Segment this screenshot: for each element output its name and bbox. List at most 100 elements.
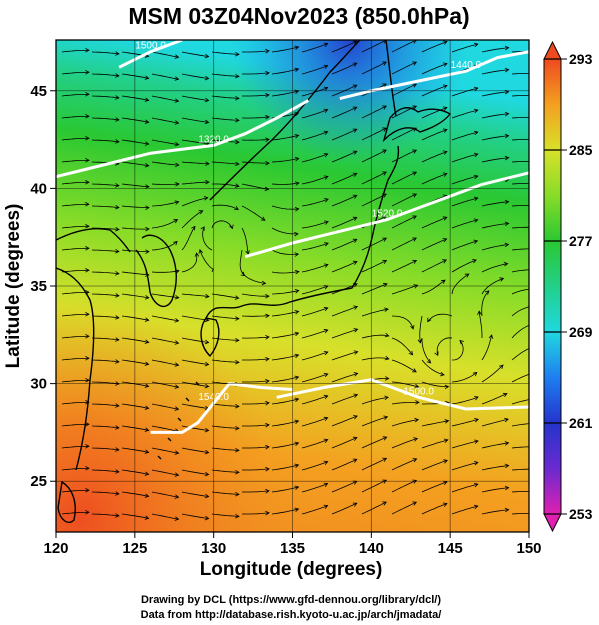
streamline-arrowhead bbox=[323, 306, 329, 312]
streamline bbox=[451, 372, 478, 383]
streamline bbox=[181, 197, 208, 207]
streamline-arrowhead bbox=[324, 198, 329, 203]
streamline bbox=[421, 439, 448, 449]
streamline-arrowhead bbox=[412, 171, 418, 176]
streamline bbox=[271, 134, 299, 141]
streamline bbox=[481, 47, 509, 53]
streamline bbox=[511, 324, 529, 339]
streamline bbox=[151, 381, 179, 388]
streamline-arrowhead bbox=[442, 150, 448, 155]
streamline bbox=[331, 239, 357, 251]
streamline bbox=[301, 176, 329, 185]
streamline bbox=[271, 271, 299, 274]
streamline bbox=[121, 205, 149, 208]
streamline bbox=[391, 61, 417, 75]
streamline-arrowhead bbox=[294, 269, 300, 275]
streamline-arrowhead bbox=[174, 406, 180, 411]
streamline-arrowhead bbox=[473, 130, 479, 136]
streamline-arrowhead bbox=[504, 507, 510, 513]
streamline-arrowhead bbox=[464, 273, 470, 278]
streamline-arrowhead bbox=[174, 384, 180, 389]
streamline bbox=[271, 90, 299, 97]
streamline bbox=[121, 73, 149, 79]
streamline-arrowhead bbox=[294, 463, 300, 468]
streamline-arrowhead bbox=[294, 485, 300, 490]
streamline-arrowhead bbox=[144, 493, 150, 498]
streamline-arrowhead bbox=[294, 331, 300, 337]
streamline-arrowhead bbox=[294, 67, 300, 72]
y-tick-label: 35 bbox=[30, 278, 47, 295]
streamline-arrowhead bbox=[265, 422, 270, 428]
streamline bbox=[301, 373, 328, 383]
streamline bbox=[361, 501, 387, 515]
streamline-arrowhead bbox=[294, 45, 300, 50]
streamline bbox=[481, 418, 509, 427]
streamline-arrowhead bbox=[85, 356, 90, 361]
streamline bbox=[271, 68, 299, 75]
streamline-arrowhead bbox=[382, 215, 387, 220]
streamline-arrowhead bbox=[115, 337, 120, 342]
streamline-arrowhead bbox=[353, 350, 359, 355]
streamline bbox=[301, 483, 328, 493]
streamline bbox=[301, 395, 328, 405]
streamline bbox=[61, 159, 89, 163]
streamline bbox=[391, 501, 417, 515]
streamline bbox=[91, 447, 119, 451]
streamline bbox=[271, 249, 299, 255]
streamline bbox=[61, 49, 89, 53]
streamline-arrowhead bbox=[384, 395, 389, 401]
streamline-arrowhead bbox=[535, 94, 539, 98]
streamline bbox=[301, 153, 328, 163]
streamline bbox=[91, 95, 119, 99]
streamline-arrowhead bbox=[175, 182, 180, 187]
streamline-arrowhead bbox=[200, 226, 205, 231]
streamline-arrowhead bbox=[294, 156, 300, 162]
streamline bbox=[181, 95, 209, 101]
streamline-arrowhead bbox=[531, 345, 535, 349]
streamline bbox=[241, 315, 270, 317]
x-tick-label: 130 bbox=[201, 540, 226, 557]
streamline bbox=[241, 271, 266, 284]
streamline bbox=[242, 424, 270, 427]
streamline bbox=[331, 150, 357, 163]
streamline-arrowhead bbox=[412, 237, 417, 242]
streamline-arrowhead bbox=[535, 445, 539, 449]
streamline bbox=[331, 172, 357, 185]
streamline-arrowhead bbox=[488, 334, 494, 339]
streamline-arrowhead bbox=[323, 153, 329, 158]
streamline bbox=[242, 116, 270, 119]
streamline bbox=[241, 205, 266, 221]
streamline bbox=[481, 91, 509, 97]
streamline bbox=[121, 271, 149, 276]
streamline-arrowhead bbox=[443, 438, 449, 443]
streamline bbox=[181, 210, 203, 229]
streamline bbox=[151, 161, 179, 166]
streamline bbox=[421, 279, 446, 295]
streamline-arrowhead bbox=[502, 392, 508, 398]
streamline-arrowhead bbox=[174, 200, 180, 205]
streamline-arrowhead bbox=[499, 277, 505, 282]
streamline-arrowhead bbox=[442, 40, 448, 45]
streamline bbox=[91, 315, 119, 319]
streamline-arrowhead bbox=[294, 353, 300, 359]
streamline bbox=[91, 469, 119, 473]
streamline-arrowhead bbox=[144, 405, 150, 410]
colorbar-tick-label: 285 bbox=[569, 142, 593, 158]
streamline bbox=[481, 442, 509, 449]
streamline-arrowhead bbox=[235, 491, 240, 497]
streamline bbox=[361, 260, 387, 273]
streamline-arrowhead bbox=[442, 84, 448, 89]
streamline bbox=[181, 51, 209, 57]
streamline-arrowhead bbox=[535, 421, 539, 425]
streamline bbox=[331, 195, 357, 207]
streamline-arrowhead bbox=[382, 457, 388, 462]
streamline-arrowhead bbox=[352, 172, 358, 177]
streamline-arrowhead bbox=[115, 183, 120, 188]
streamline bbox=[481, 113, 509, 119]
streamline-arrowhead bbox=[535, 182, 539, 186]
streamline bbox=[241, 227, 249, 255]
streamline-arrowhead bbox=[234, 205, 239, 210]
streamline-arrowhead bbox=[504, 133, 510, 139]
streamline-arrowhead bbox=[235, 73, 240, 79]
streamline bbox=[511, 226, 529, 229]
